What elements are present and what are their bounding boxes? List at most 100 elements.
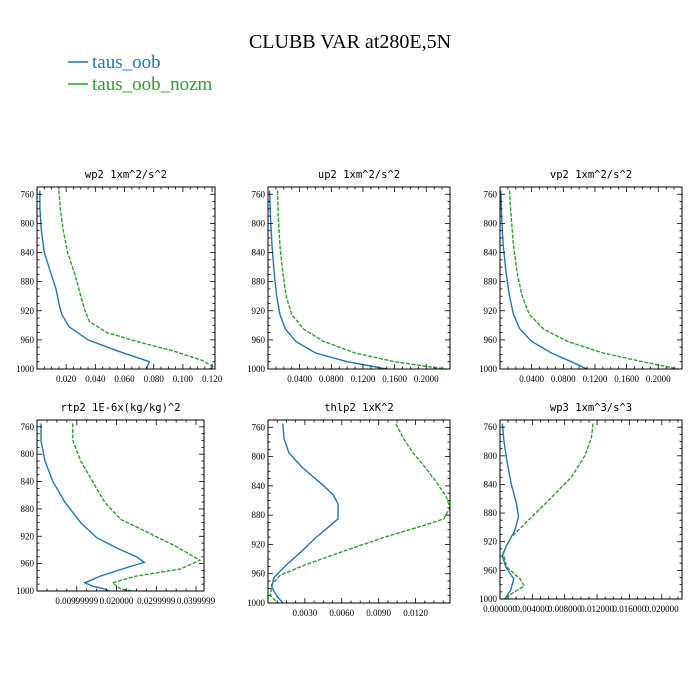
series-line-taus-oob: [500, 190, 588, 369]
legend-label-taus-oob-nozm: taus_oob_nozm: [92, 74, 213, 95]
y-tick-label: 800: [484, 218, 498, 228]
x-tick-label: 0.2000: [646, 374, 671, 384]
x-tick-label: 0.1600: [382, 374, 407, 384]
x-tick-label: 0.1600: [614, 374, 639, 384]
x-tick-label: 0.020000: [100, 596, 134, 606]
x-tick-label: 0.000000: [483, 604, 517, 614]
x-tick-label: 0.100: [173, 374, 194, 384]
y-tick-label: 960: [252, 569, 266, 579]
y-tick-label: 1000: [247, 364, 266, 374]
y-tick-label: 920: [484, 306, 498, 316]
x-tick-label: 0.0400: [287, 374, 312, 384]
x-tick-label: 0.004000: [515, 604, 549, 614]
y-tick-label: 960: [484, 335, 498, 345]
panel-6: wp3 1xm^3/s^3 760 800 840 880 920 960 10000.000…: [479, 402, 683, 614]
y-tick-label: 960: [21, 335, 35, 345]
x-tick-label: 0.0800: [551, 374, 576, 384]
series-line-taus-oob-nozm: [508, 190, 679, 369]
series-line-taus-oob: [270, 423, 339, 603]
panel-title: thlp2 1xK^2: [324, 402, 394, 414]
y-tick-label: 920: [21, 306, 35, 316]
y-tick-label: 1000: [479, 364, 498, 374]
y-tick-label: 880: [484, 277, 498, 287]
x-tick-label: 0.020: [56, 374, 77, 384]
y-tick-label: 840: [252, 481, 266, 491]
x-tick-label: 0.00999999: [55, 596, 98, 606]
y-tick-label: 920: [484, 537, 498, 547]
y-tick-label: 760: [484, 422, 498, 432]
x-tick-label: 0.0060: [329, 608, 354, 618]
series-line-taus-oob-nozm: [276, 190, 447, 369]
x-tick-label: 0.0400: [519, 374, 544, 384]
y-tick-label: 920: [21, 531, 35, 541]
y-tick-label: 1000: [479, 594, 498, 604]
series-line-taus-oob-nozm: [502, 423, 594, 599]
y-tick-label: 800: [21, 449, 35, 459]
y-tick-label: 760: [252, 422, 266, 432]
panel-1: wp2 1xm^2/s^2 760 800 840 880 920 960 1000 0.020…: [16, 169, 223, 384]
y-tick-label: 840: [484, 248, 498, 258]
y-tick-label: 880: [484, 508, 498, 518]
x-tick-label: 0.120: [202, 374, 223, 384]
x-tick-label: 0.1200: [583, 374, 608, 384]
y-tick-label: 800: [252, 452, 266, 462]
y-tick-label: 800: [484, 451, 498, 461]
y-tick-label: 960: [21, 559, 35, 569]
y-tick-label: 1000: [16, 586, 35, 596]
figure-title: CLUBB VAR at280E,5N: [249, 31, 451, 53]
plot-frame: [499, 419, 683, 600]
y-tick-label: 800: [21, 218, 35, 228]
y-tick-label: 880: [21, 277, 35, 287]
x-tick-label: 0.020000: [645, 604, 679, 614]
panel-title: vp2 1xm^2/s^2: [550, 169, 632, 181]
series-line-taus-oob-nozm: [58, 190, 215, 369]
panels: wp2 1xm^2/s^2 760 800 840 880 920 960 1000 0.020…: [16, 169, 683, 618]
x-tick-label: 0.0800: [319, 374, 344, 384]
y-tick-label: 1000: [16, 364, 35, 374]
panel-3: vp2 1xm^2/s^2 760 800 840 880 920 960 1000 0.040…: [479, 169, 683, 384]
x-tick-label: 0.008000: [548, 604, 582, 614]
panel-title: wp2 1xm^2/s^2: [85, 169, 167, 181]
y-tick-label: 760: [484, 189, 498, 199]
panel-title: rtp2 1E-6x(kg/kg)^2: [60, 402, 180, 414]
y-tick-label: 840: [484, 479, 498, 489]
y-tick-label: 960: [252, 335, 266, 345]
x-tick-label: 0.060: [114, 374, 135, 384]
y-tick-label: 960: [484, 565, 498, 575]
y-tick-label: 880: [252, 510, 266, 520]
plot-frame: [36, 186, 216, 370]
plot-frame: [36, 419, 205, 592]
y-tick-label: 1000: [247, 598, 266, 608]
panel-title: up2 1xm^2/s^2: [318, 169, 400, 181]
y-tick-label: 760: [21, 189, 35, 199]
series-line-taus-oob: [501, 423, 520, 599]
series-line-taus-oob: [39, 190, 151, 369]
panel-2: up2 1xm^2/s^2 760 800 840 880 920 960 1000 0.040…: [247, 169, 451, 384]
panel-title: wp3 1xm^3/s^3: [550, 402, 632, 414]
x-tick-label: 0.0399999: [177, 596, 216, 606]
y-tick-label: 840: [21, 248, 35, 258]
x-tick-label: 0.012000: [580, 604, 614, 614]
y-tick-label: 840: [252, 248, 266, 258]
y-tick-label: 840: [21, 477, 35, 487]
y-tick-label: 880: [21, 504, 35, 514]
y-tick-label: 920: [252, 306, 266, 316]
x-tick-label: 0.0299999: [137, 596, 176, 606]
x-tick-label: 0.0090: [366, 608, 391, 618]
x-tick-label: 0.016000: [613, 604, 647, 614]
y-tick-label: 880: [252, 277, 266, 287]
series-line-taus-oob: [268, 190, 387, 369]
x-tick-label: 0.1200: [351, 374, 376, 384]
series-line-taus-oob-nozm: [269, 423, 450, 603]
y-tick-label: 760: [252, 189, 266, 199]
legend: taus_oob taus_oob_nozm: [68, 52, 213, 95]
plot-frame: [499, 186, 683, 370]
panel-5: thlp2 1xK^2 760 800 840 880 920 960 1000 0.0030 0…: [247, 402, 451, 618]
panel-4: rtp2 1E-6x(kg/kg)^2 760 800 840 880 920 960 100…: [16, 402, 216, 606]
plot-frame: [267, 419, 451, 604]
y-tick-label: 760: [21, 422, 35, 432]
legend-label-taus-oob: taus_oob: [92, 52, 161, 73]
series-line-taus-oob-nozm: [72, 423, 202, 591]
series-line-taus-oob: [40, 423, 146, 591]
